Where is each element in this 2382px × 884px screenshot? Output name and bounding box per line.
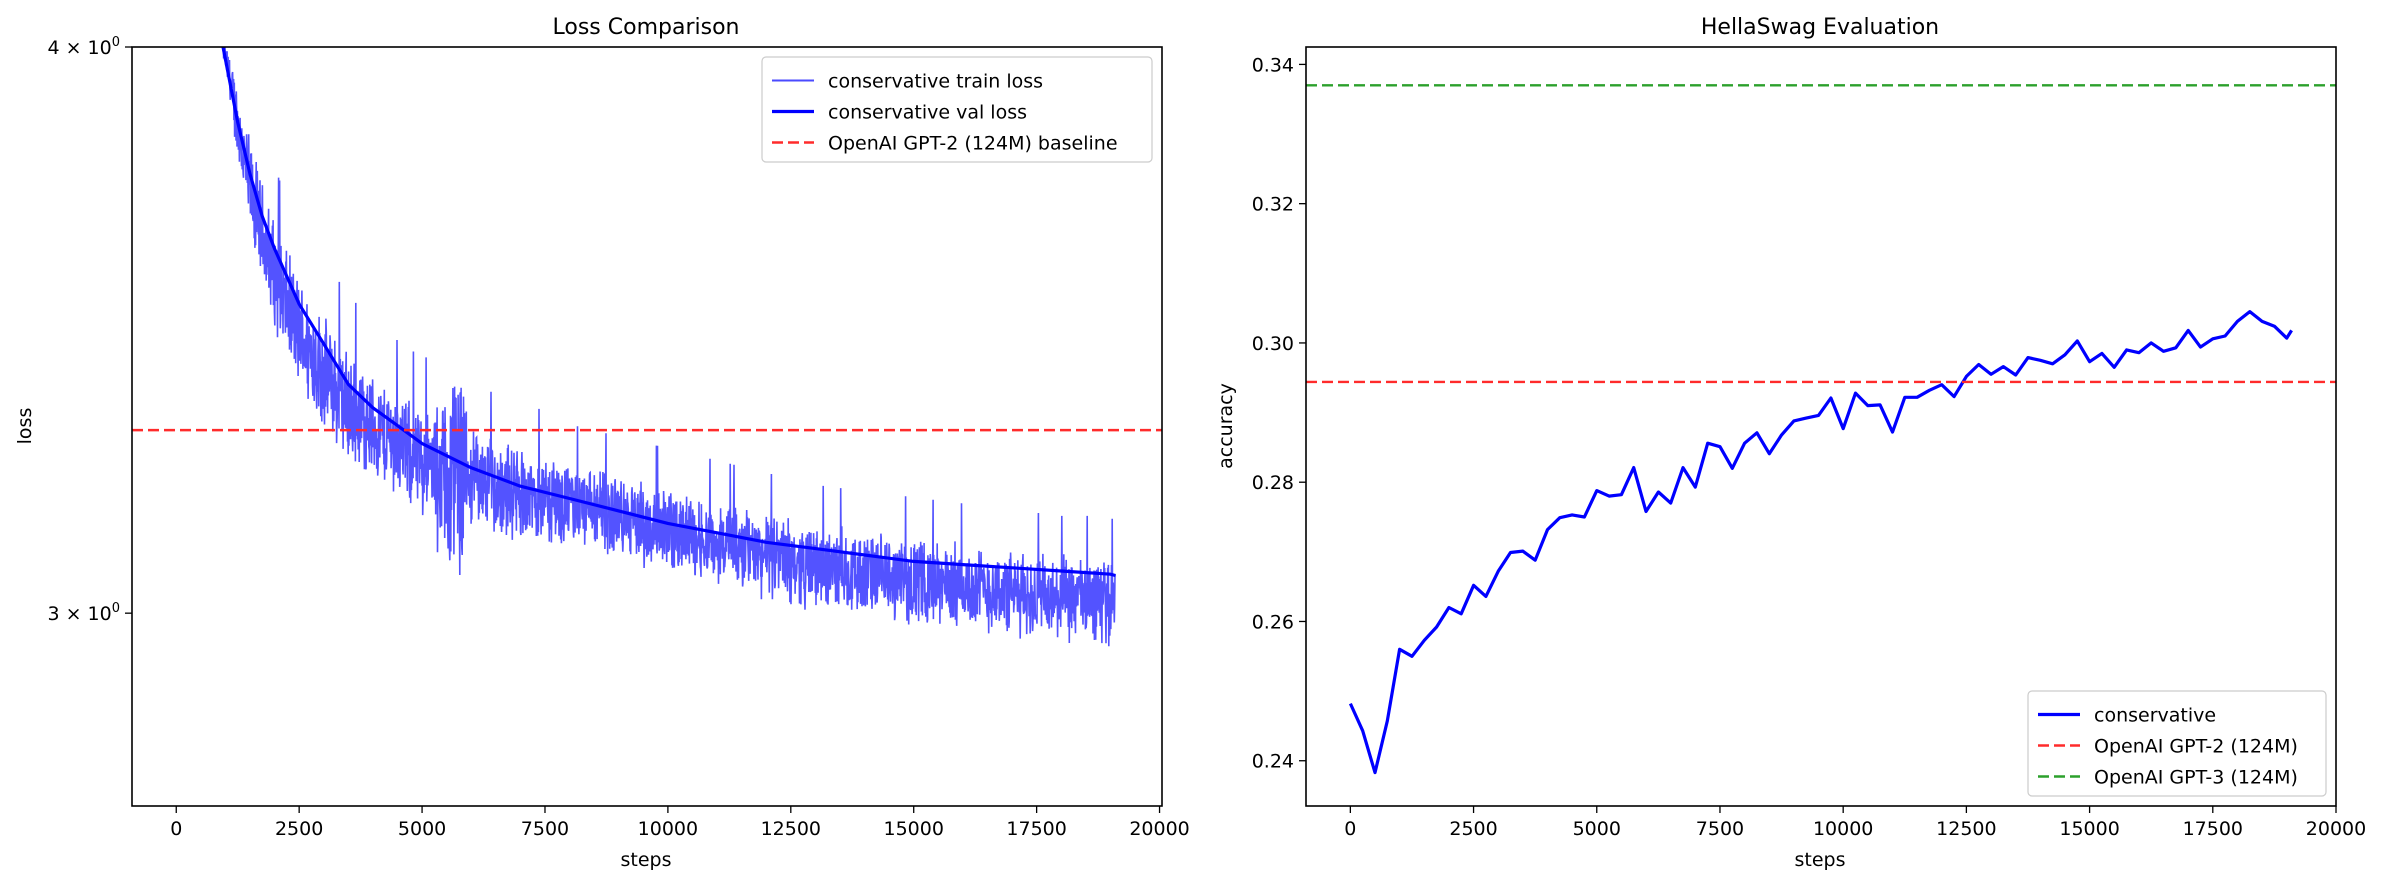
x-tick-label: 15000 bbox=[883, 818, 943, 840]
series-line-1 bbox=[221, 47, 1116, 578]
x-tick-label: 7500 bbox=[1696, 818, 1744, 840]
y-axis-label: loss bbox=[14, 408, 36, 445]
y-tick-label: 4 × 100 bbox=[47, 35, 120, 59]
legend-entry: OpenAI GPT-3 (124M) bbox=[2094, 767, 2298, 789]
legend-entry: conservative train loss bbox=[828, 71, 1043, 93]
x-axis-ticks: 0 2500 5000 7500 10000 12500 15000 17500 20000 bbox=[1344, 806, 2366, 840]
x-axis-label: steps bbox=[621, 849, 672, 871]
x-tick-label: 10000 bbox=[1813, 818, 1873, 840]
plot-area bbox=[132, 47, 1162, 647]
legend-entry: conservative bbox=[2094, 705, 2216, 727]
y-tick-label: 3 × 100 bbox=[47, 601, 120, 625]
y-tick-label: 0.26 bbox=[1252, 611, 1294, 633]
y-tick-label: 0.34 bbox=[1252, 54, 1294, 76]
x-tick-label: 12500 bbox=[1936, 818, 1996, 840]
y-tick-label: 0.30 bbox=[1252, 333, 1294, 355]
x-tick-label: 0 bbox=[1344, 818, 1356, 840]
legend-entry: conservative val loss bbox=[828, 102, 1027, 124]
x-tick-label: 20000 bbox=[1129, 818, 1189, 840]
legend-entry: OpenAI GPT-2 (124M) bbox=[2094, 736, 2298, 758]
x-axis-label: steps bbox=[1795, 849, 1846, 871]
axes-frame bbox=[1305, 46, 2337, 807]
legend: conservative train loss conservative val … bbox=[761, 56, 1153, 163]
y-tick-label: 0.28 bbox=[1252, 472, 1294, 494]
axes-frame bbox=[131, 46, 1163, 807]
y-axis-label: accuracy bbox=[1215, 383, 1237, 469]
x-tick-label: 17500 bbox=[1006, 818, 1066, 840]
x-tick-label: 12500 bbox=[761, 818, 821, 840]
x-tick-label: 5000 bbox=[398, 818, 446, 840]
loss-comparison-chart: Loss Comparison 0 2500 5000 7500 10000 12500 1… bbox=[14, 15, 1190, 871]
chart-title: Loss Comparison bbox=[553, 15, 740, 40]
y-axis-ticks: 0.24 0.26 0.28 0.30 0.32 0.34 bbox=[1252, 54, 1306, 773]
x-axis-ticks: 0 2500 5000 7500 10000 12500 15000 17500 20000 bbox=[170, 806, 1190, 840]
legend-entry: OpenAI GPT-2 (124M) baseline bbox=[828, 133, 1118, 155]
series-line-0 bbox=[1348, 310, 2293, 775]
y-tick-label: 0.32 bbox=[1252, 194, 1294, 216]
x-tick-label: 2500 bbox=[1449, 818, 1497, 840]
y-axis-ticks: 4 × 100 3 × 100 bbox=[47, 35, 132, 625]
x-tick-label: 20000 bbox=[2306, 818, 2366, 840]
x-tick-label: 10000 bbox=[638, 818, 698, 840]
y-tick-label: 0.24 bbox=[1252, 751, 1294, 773]
x-tick-label: 15000 bbox=[2059, 818, 2119, 840]
plot-area bbox=[1306, 84, 2336, 775]
hellaswag-evaluation-chart: HellaSwag Evaluation 0 2500 5000 7500 10000 1… bbox=[1215, 15, 2366, 871]
x-tick-label: 0 bbox=[170, 818, 182, 840]
x-tick-label: 7500 bbox=[521, 818, 569, 840]
x-tick-label: 17500 bbox=[2183, 818, 2243, 840]
x-tick-label: 2500 bbox=[275, 818, 323, 840]
chart-title: HellaSwag Evaluation bbox=[1701, 15, 1939, 40]
x-tick-label: 5000 bbox=[1573, 818, 1621, 840]
legend: conservative OpenAI GPT-2 (124M) OpenAI GP… bbox=[2027, 690, 2327, 797]
